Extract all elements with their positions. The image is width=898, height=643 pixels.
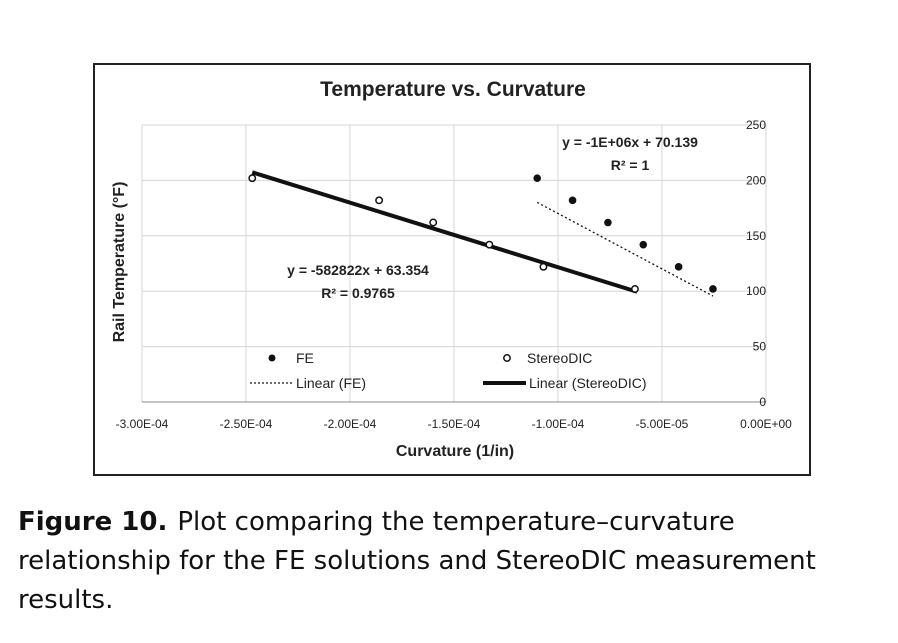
stereodic-data-point bbox=[375, 196, 384, 205]
fe-data-point bbox=[568, 196, 577, 205]
stereodic-trendline bbox=[251, 170, 638, 294]
legend: FE StereoDIC Linear (FE) Linear (StereoD… bbox=[250, 350, 647, 391]
figure-label: Figure 10. bbox=[18, 507, 168, 537]
x-tick-label: -2.50E-04 bbox=[220, 417, 273, 431]
trendlines bbox=[251, 170, 714, 297]
y-tick-label: 150 bbox=[746, 229, 766, 243]
stereodic-data-point bbox=[485, 240, 494, 249]
legend-stereodic-label: StereoDIC bbox=[527, 350, 592, 366]
fe-data-point bbox=[674, 263, 683, 271]
fe-data-point bbox=[639, 240, 648, 249]
fe-trendline bbox=[536, 201, 714, 297]
figure-caption: Figure 10. Plot comparing the temperature… bbox=[18, 503, 878, 620]
x-tick-label: -1.00E-04 bbox=[532, 417, 585, 431]
stereodic-data-point bbox=[429, 218, 438, 227]
fe-trend-equation: y = -1E+06x + 70.139 bbox=[562, 134, 698, 150]
gridlines bbox=[141, 124, 767, 403]
stereodic-data-point bbox=[631, 285, 639, 293]
stereodic-data-point bbox=[248, 174, 257, 183]
y-tick-label: 50 bbox=[753, 340, 767, 354]
x-tick-label: -1.50E-04 bbox=[428, 417, 481, 431]
chart-frame: Temperature vs. Curvature -3.00E-04 -2.50… bbox=[93, 63, 811, 476]
legend-linear-fe-label: Linear (FE) bbox=[296, 375, 366, 391]
fe-data-point bbox=[709, 285, 717, 293]
x-tick-label: -3.00E-04 bbox=[116, 417, 169, 431]
legend-fe-marker bbox=[268, 354, 276, 362]
y-tick-label: 0 bbox=[759, 395, 766, 409]
fe-data-point bbox=[604, 218, 612, 227]
figure-caption-text: Plot comparing the temperature–curvature… bbox=[18, 507, 816, 615]
legend-stereodic-marker bbox=[503, 354, 511, 362]
y-tick-label: 200 bbox=[746, 173, 766, 187]
stereodic-trend-r2: R² = 0.9765 bbox=[321, 285, 395, 301]
stereodic-trend-equation: y = -582822x + 63.354 bbox=[287, 262, 429, 278]
tick-labels: -3.00E-04 -2.50E-04 -2.00E-04 -1.50E-04 -1.0… bbox=[116, 118, 793, 431]
x-tick-label: -2.00E-04 bbox=[324, 417, 377, 431]
chart-title: Temperature vs. Curvature bbox=[320, 78, 586, 101]
legend-linear-stereodic-label: Linear (StereoDIC) bbox=[529, 375, 647, 391]
stereodic-data-point bbox=[539, 262, 548, 271]
y-axis-title: Rail Temperature (°F) bbox=[111, 182, 128, 343]
chart-border bbox=[93, 63, 811, 476]
x-axis-title: Curvature (1/in) bbox=[396, 443, 514, 460]
y-tick-label: 250 bbox=[746, 118, 766, 132]
fe-data-point bbox=[533, 174, 541, 182]
fe-trend-r2: R² = 1 bbox=[611, 157, 650, 173]
data-points bbox=[248, 174, 717, 293]
legend-fe-label: FE bbox=[296, 350, 314, 366]
y-tick-label: 100 bbox=[746, 284, 766, 298]
x-tick-label: -5.00E-05 bbox=[636, 417, 689, 431]
x-tick-label: 0.00E+00 bbox=[740, 417, 792, 431]
